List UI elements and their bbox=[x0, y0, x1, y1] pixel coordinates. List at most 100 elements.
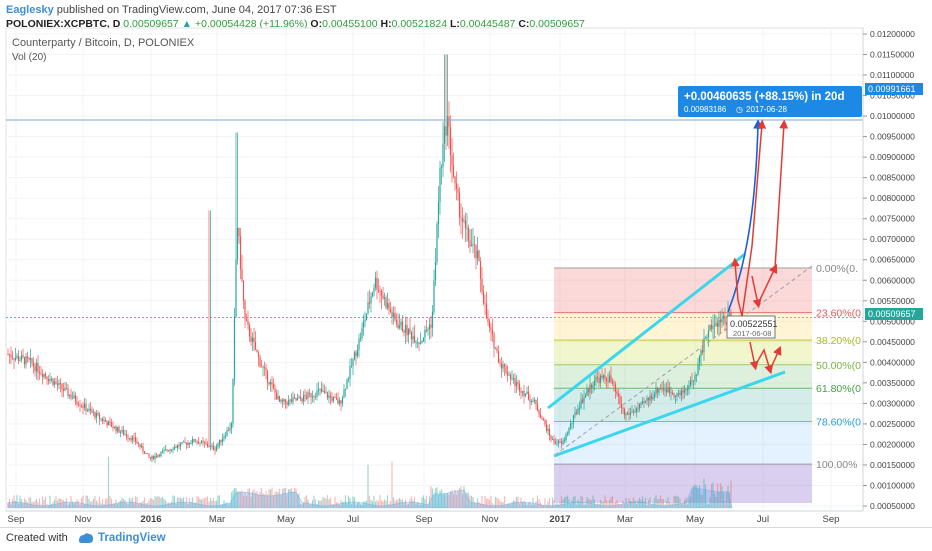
volume-bar bbox=[548, 497, 551, 508]
candle-body bbox=[299, 396, 302, 399]
volume-bar bbox=[287, 489, 290, 508]
candle-body bbox=[721, 318, 723, 323]
candle-body bbox=[622, 408, 624, 409]
volume-bar bbox=[691, 489, 693, 508]
volume-bar bbox=[376, 499, 378, 508]
candle-body bbox=[154, 455, 156, 460]
volume-bar bbox=[335, 502, 338, 508]
candle-body bbox=[512, 378, 515, 379]
candle-body bbox=[413, 336, 416, 343]
candle-body bbox=[125, 434, 128, 437]
candle-body bbox=[637, 408, 639, 410]
volume-bar bbox=[557, 504, 560, 508]
volume-bar bbox=[518, 503, 521, 508]
volume-bar bbox=[271, 487, 273, 508]
candle-body bbox=[362, 322, 365, 328]
candle-body bbox=[284, 399, 287, 403]
candle-body bbox=[10, 354, 12, 358]
candle-body bbox=[278, 396, 281, 402]
volume-bar bbox=[313, 495, 315, 508]
volume-bar bbox=[505, 504, 507, 508]
up-arrow-icon: ▲ bbox=[181, 18, 193, 30]
tradingview-link[interactable]: TradingView bbox=[98, 532, 166, 544]
candle-body bbox=[397, 324, 399, 329]
marker-callout: 0.00522551 2017-06-08 bbox=[726, 315, 778, 339]
candle-body bbox=[542, 419, 545, 420]
volume-bar bbox=[41, 496, 44, 508]
volume-bar bbox=[364, 501, 366, 508]
candle-body bbox=[220, 439, 222, 442]
candle-body bbox=[209, 445, 212, 448]
candle-body bbox=[200, 440, 203, 443]
candle-body bbox=[142, 446, 144, 452]
volume-bar bbox=[127, 504, 129, 508]
volume-bar bbox=[200, 499, 203, 508]
author-link[interactable]: Eaglesky bbox=[6, 4, 54, 16]
wedge-upper-line[interactable] bbox=[547, 252, 746, 410]
close-label: C: bbox=[518, 18, 530, 30]
volume-bar bbox=[635, 504, 638, 508]
candle-body bbox=[251, 337, 254, 342]
candle-body bbox=[698, 356, 701, 364]
candle-body bbox=[499, 362, 501, 364]
candle-body bbox=[301, 398, 303, 402]
candle-body bbox=[662, 388, 665, 391]
candle-body bbox=[500, 363, 503, 369]
candle-body bbox=[53, 381, 56, 385]
candle-body bbox=[106, 421, 108, 426]
price-axis[interactable]: 0.01200000 0.01150000 0.01100000 0.01050000… bbox=[862, 28, 915, 511]
volume-bar bbox=[460, 486, 462, 508]
volume-bar bbox=[551, 497, 554, 508]
volume-bar bbox=[422, 495, 425, 508]
candle-body bbox=[524, 394, 527, 397]
candle-body bbox=[401, 321, 404, 332]
price-chart[interactable]: 0.00%(0. 23.60%(0 38.20%(0 50.00%(0 61.80%(0… bbox=[0, 0, 932, 527]
volume-bar bbox=[203, 498, 206, 508]
tradingview-logo-icon bbox=[79, 533, 93, 543]
candle-body bbox=[224, 435, 227, 437]
time-axis[interactable]: Sep Nov 2016 Mar May Jul Sep Nov 2017 Mar May Jul Se… bbox=[6, 510, 863, 525]
volume-bar bbox=[233, 487, 236, 508]
volume-bar bbox=[65, 498, 68, 508]
volume-bar bbox=[649, 497, 651, 508]
candle-body bbox=[658, 388, 660, 393]
top-price-tag-text: 0.00991661 bbox=[868, 84, 916, 94]
candle-body bbox=[92, 412, 95, 414]
volume-bar bbox=[439, 491, 441, 508]
candle-body bbox=[557, 441, 560, 444]
candle-body bbox=[140, 446, 143, 448]
volume-bar bbox=[25, 500, 27, 508]
volume-bar bbox=[319, 500, 321, 508]
candle-body bbox=[614, 384, 617, 392]
candle-body bbox=[212, 445, 215, 450]
candle-body bbox=[608, 375, 611, 383]
candle-body bbox=[112, 426, 114, 428]
x-tick-label: Sep bbox=[416, 514, 433, 525]
volume-bar bbox=[125, 502, 128, 508]
candle-body bbox=[118, 426, 120, 433]
candle-body bbox=[326, 392, 329, 398]
volume-bar bbox=[676, 495, 678, 508]
candle-body bbox=[259, 356, 261, 367]
candle-body bbox=[329, 395, 332, 398]
candle-body bbox=[331, 397, 333, 401]
candle-body bbox=[77, 404, 80, 406]
volume-bar bbox=[10, 504, 12, 508]
volume-bar bbox=[659, 495, 662, 508]
wedge-lower-line[interactable] bbox=[553, 370, 786, 458]
volume-bar bbox=[160, 497, 162, 508]
candle-body bbox=[335, 397, 338, 400]
candle-body bbox=[145, 453, 147, 455]
volume-bar bbox=[158, 496, 161, 508]
candle-body bbox=[652, 397, 654, 399]
candle-body bbox=[710, 325, 713, 329]
volume-bar bbox=[542, 504, 545, 508]
candle-body bbox=[419, 342, 422, 345]
volume-bar bbox=[373, 495, 375, 508]
candle-body bbox=[611, 381, 614, 384]
candle-body bbox=[56, 383, 59, 385]
candle-body bbox=[322, 390, 324, 392]
volume-bar bbox=[62, 499, 65, 508]
candle-body bbox=[175, 447, 177, 448]
volume-bar bbox=[496, 497, 498, 508]
